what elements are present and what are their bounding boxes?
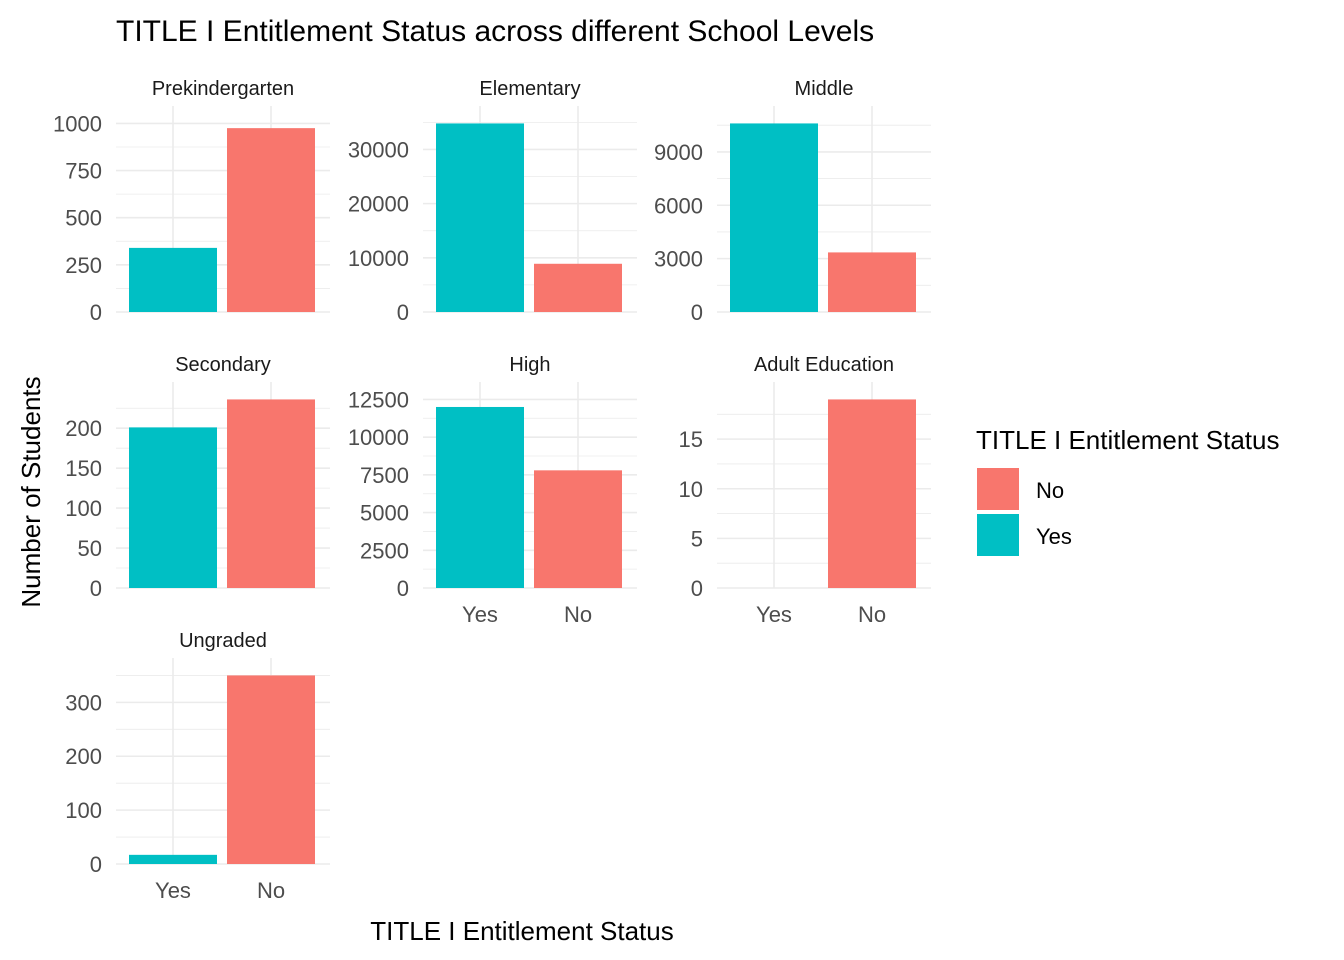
facet-elementary: Elementary 0 10000 20000 30000: [348, 78, 637, 325]
facet-adult-education: Adult Education 0 5 10 15 Yes No: [679, 354, 931, 627]
y-tick-label: 0: [90, 576, 102, 601]
y-tick-label: 5000: [360, 501, 409, 526]
facet-label: Ungraded: [179, 630, 267, 652]
bar-middle-no: [828, 252, 916, 312]
facet-high: High 0 2500 5000 7500 10000 12500 Yes No: [348, 354, 637, 627]
bar-adult-education-no: [828, 399, 916, 588]
facet-label: Middle: [795, 78, 854, 100]
facet-ungraded: Ungraded 0 100 200 300 Yes No: [65, 630, 330, 903]
facet-middle: Middle 0 3000 6000 9000: [654, 78, 931, 325]
y-tick-label: 100: [65, 798, 102, 823]
y-tick-label: 300: [65, 690, 102, 715]
y-tick-label: 200: [65, 744, 102, 769]
x-axis-title: TITLE I Entitlement Status: [370, 916, 673, 946]
bar-ungraded-yes: [129, 854, 217, 864]
bar-high-no: [534, 470, 622, 588]
y-tick-label: 0: [90, 852, 102, 877]
bar-prekindergarten-no: [227, 128, 315, 312]
y-tick-label: 0: [691, 576, 703, 601]
legend-label-no: No: [1036, 478, 1064, 503]
y-tick-label: 100: [65, 496, 102, 521]
y-tick-label: 12500: [348, 387, 409, 412]
y-tick-label: 0: [397, 300, 409, 325]
facet-label: Elementary: [479, 78, 580, 100]
bar-secondary-yes: [129, 427, 217, 588]
bar-elementary-yes: [436, 123, 524, 312]
bar-ungraded-no: [227, 675, 315, 864]
bar-high-yes: [436, 406, 524, 588]
x-tick-label: No: [564, 602, 592, 627]
facet-label: High: [509, 354, 550, 376]
facet-label: Secondary: [175, 354, 271, 376]
x-tick-label: No: [257, 878, 285, 903]
legend-title: TITLE I Entitlement Status: [976, 425, 1279, 455]
y-tick-label: 0: [90, 300, 102, 325]
bar-middle-yes: [730, 123, 818, 312]
bar-elementary-no: [534, 263, 622, 312]
y-tick-label: 30000: [348, 137, 409, 162]
facet-panels: Prekindergarten02505007501000Elementary0…: [53, 78, 931, 903]
y-tick-label: 200: [65, 416, 102, 441]
y-tick-label: 20000: [348, 192, 409, 217]
bar-secondary-no: [227, 399, 315, 588]
y-tick-label: 500: [65, 206, 102, 231]
y-tick-label: 750: [65, 159, 102, 184]
legend-key-no: [977, 468, 1019, 510]
facet-secondary: Secondary 0 50 100 150 200: [65, 354, 330, 601]
facet-prekindergarten: Prekindergarten 0 250 500 750 1000: [53, 78, 330, 325]
y-tick-label: 6000: [654, 193, 703, 218]
y-axis-title: Number of Students: [16, 376, 46, 607]
bar-prekindergarten-yes: [129, 247, 217, 312]
legend-label-yes: Yes: [1036, 524, 1072, 549]
y-tick-label: 0: [691, 300, 703, 325]
legend-key-yes: [977, 514, 1019, 556]
x-tick-label: No: [858, 602, 886, 627]
x-tick-label: Yes: [155, 878, 191, 903]
y-tick-label: 10000: [348, 425, 409, 450]
y-tick-label: 5: [691, 526, 703, 551]
y-tick-label: 1000: [53, 111, 102, 136]
y-tick-label: 10: [679, 477, 703, 502]
y-tick-label: 15: [679, 427, 703, 452]
legend: TITLE I Entitlement Status No Yes: [976, 425, 1279, 556]
facet-label: Prekindergarten: [152, 78, 294, 100]
y-tick-label: 2500: [360, 538, 409, 563]
x-tick-label: Yes: [462, 602, 498, 627]
y-tick-label: 0: [397, 576, 409, 601]
y-tick-label: 9000: [654, 140, 703, 165]
y-tick-label: 7500: [360, 463, 409, 488]
y-tick-label: 3000: [654, 247, 703, 272]
y-tick-label: 150: [65, 456, 102, 481]
y-tick-label: 50: [78, 536, 102, 561]
x-tick-label: Yes: [756, 602, 792, 627]
chart-title: TITLE I Entitlement Status across differ…: [116, 15, 874, 48]
y-tick-label: 10000: [348, 246, 409, 271]
facet-label: Adult Education: [754, 354, 894, 376]
y-tick-label: 250: [65, 253, 102, 278]
